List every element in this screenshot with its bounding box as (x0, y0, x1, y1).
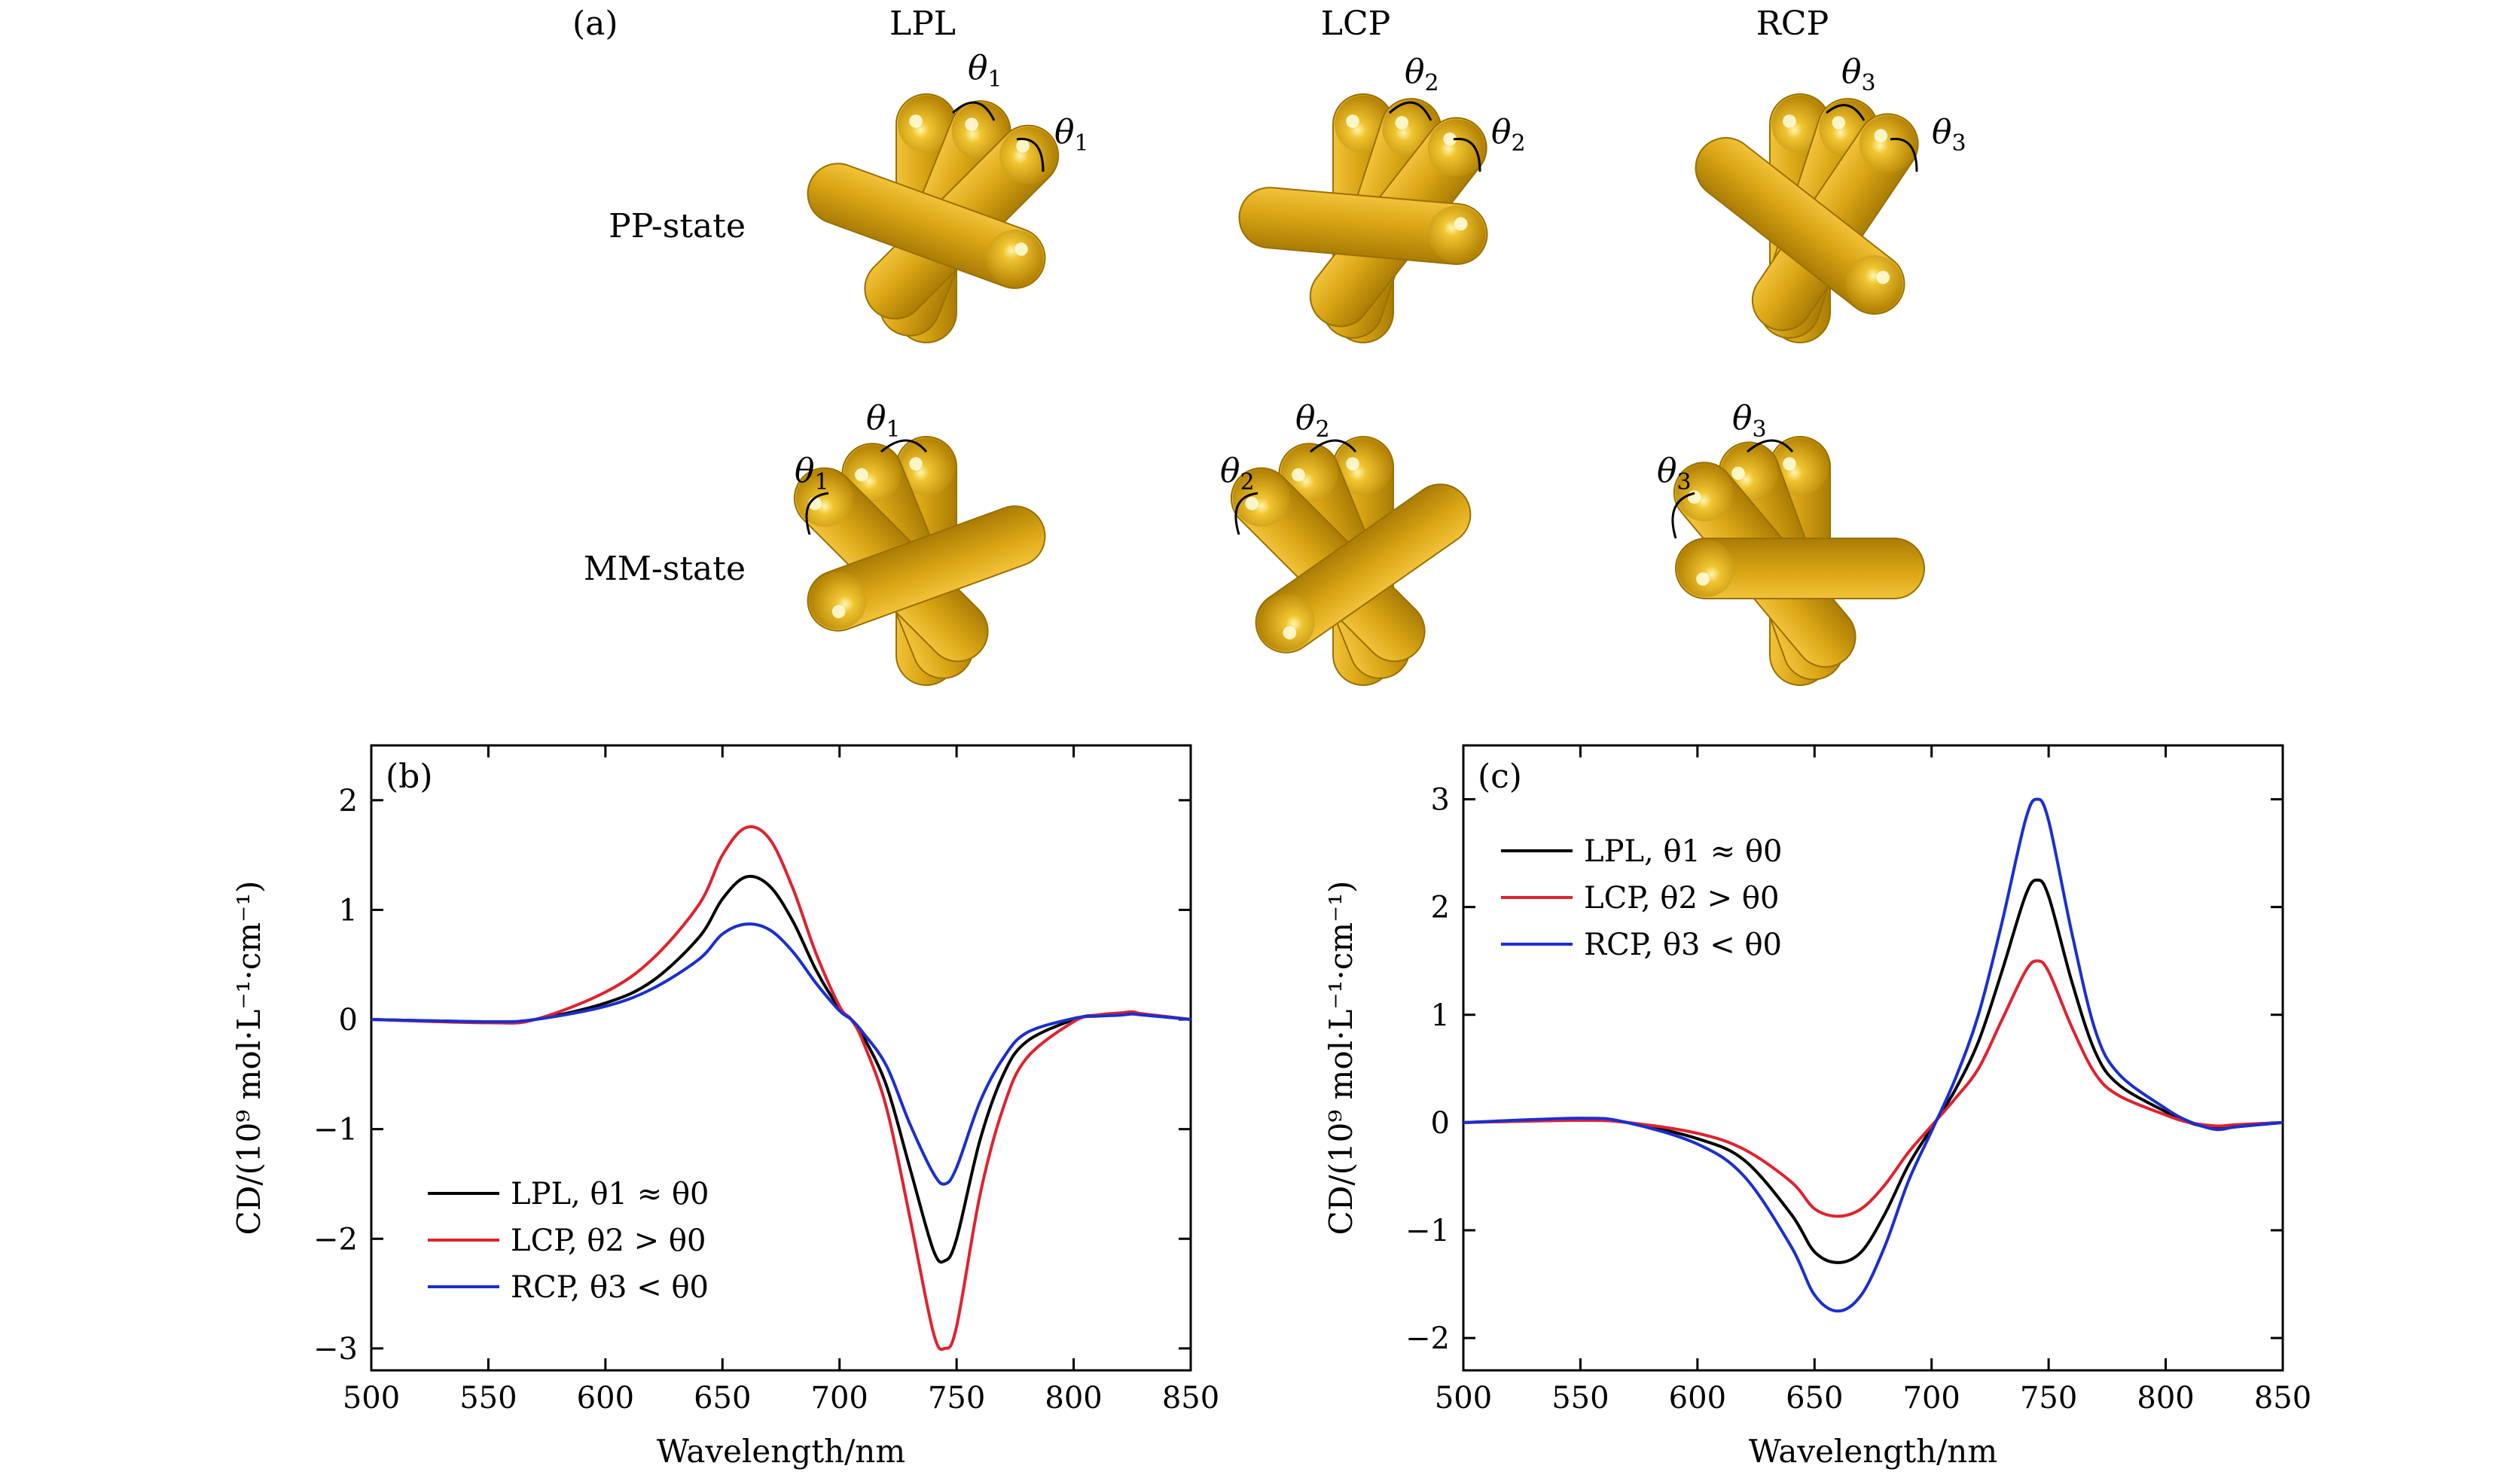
series-line (371, 874, 1191, 1264)
angle-arc (1890, 138, 1918, 172)
nanorod-assembly (1238, 93, 1488, 343)
gold-nanorod (807, 163, 1046, 289)
theta-label: θ1 (866, 399, 901, 443)
x-tick-label: 850 (1162, 1381, 1219, 1416)
theta-label: θ2 (1295, 399, 1330, 443)
angle-arc (1310, 439, 1357, 453)
theta-label: θ3 (1657, 452, 1692, 495)
panel-c-ylabel: CD/(10⁹ mol·L⁻¹·cm⁻¹) (1323, 881, 1359, 1236)
y-tick-label: −3 (313, 1332, 358, 1367)
y-tick-label: 2 (339, 784, 358, 818)
legend-entry: RCP, θ3 < θ0 (1584, 928, 1782, 962)
legend-entry: LPL, θ1 ≈ θ0 (1584, 834, 1782, 869)
x-tick-label: 500 (1435, 1381, 1492, 1416)
x-tick-label: 600 (577, 1381, 634, 1416)
panel-b-xlabel: Wavelength/nm (657, 1433, 905, 1470)
gold-nanorod (807, 505, 1046, 632)
y-tick-label: −2 (1405, 1321, 1450, 1356)
nanorod-assembly (793, 436, 1046, 686)
x-tick-label: 800 (2137, 1381, 2194, 1416)
column-label-lcp: LCP (1321, 5, 1391, 43)
panel-b-label: (b) (386, 757, 433, 796)
panel-b-chart: 500 550 600 650 700 750 800 850 −3 −2 −1 0 1 2 (b) Wa… (230, 744, 1219, 1470)
angle-arc (1453, 138, 1481, 172)
x-tick-label: 700 (1903, 1381, 1960, 1416)
y-tick-label: −2 (313, 1222, 358, 1257)
y-tick-label: −1 (1405, 1214, 1450, 1248)
panel-c-xlabel: Wavelength/nm (1749, 1433, 1997, 1470)
angle-arc (805, 492, 829, 535)
series-line (1463, 878, 2284, 1264)
angle-arc (1016, 138, 1045, 172)
nanorod-assembly (1673, 436, 1925, 686)
gold-nanorod (1695, 137, 1905, 315)
x-tick-label: 650 (1786, 1381, 1843, 1416)
panel-c-chart: 500 550 600 650 700 750 800 850 −2 −1 0 1 2 3 (c) Wav… (1323, 744, 2311, 1470)
x-tick-label: 550 (459, 1381, 517, 1416)
y-tick-label: 0 (339, 1003, 358, 1038)
row-label-mm-state: MM-state (584, 550, 746, 588)
angle-arc (1747, 439, 1794, 453)
legend-entry: RCP, θ3 < θ0 (511, 1270, 709, 1305)
panel-a: (a) LPL LCP RCP PP-state MM-state θ1 θ1 θ2… (572, 5, 1966, 686)
series-line (1463, 797, 2284, 1313)
nanorod-assembly (1695, 93, 1919, 343)
theta-label: θ3 (1932, 113, 1966, 157)
x-tick-label: 500 (343, 1381, 400, 1416)
legend-entry: LCP, θ2 > θ0 (1584, 881, 1779, 916)
angle-arc (880, 439, 928, 453)
legend-entry: LPL, θ1 ≈ θ0 (511, 1177, 709, 1211)
theta-label: θ3 (1841, 53, 1876, 96)
panel-c-frame (1462, 744, 2284, 1372)
theta-label: θ1 (795, 452, 829, 495)
angle-arc (951, 101, 996, 121)
theta-label: θ1 (1054, 113, 1089, 157)
x-tick-label: 600 (1669, 1381, 1726, 1416)
theta-label: θ3 (1732, 399, 1767, 443)
x-tick-label: 700 (811, 1381, 868, 1416)
nanorod-assembly (1230, 436, 1472, 686)
panel-b-frame (370, 744, 1192, 1372)
theta-label: θ2 (1405, 53, 1439, 96)
series-line (371, 922, 1191, 1186)
x-tick-label: 550 (1551, 1381, 1609, 1416)
theta-label: θ1 (968, 49, 1002, 93)
theta-label: θ2 (1220, 452, 1255, 495)
gold-nanorod (1675, 538, 1925, 599)
column-label-lpl: LPL (889, 5, 956, 43)
x-tick-label: 850 (2254, 1381, 2311, 1416)
angle-arc (1671, 492, 1695, 539)
x-tick-label: 750 (2020, 1381, 2077, 1416)
angle-arc (1826, 104, 1866, 121)
x-tick-label: 800 (1045, 1381, 1102, 1416)
column-label-rcp: RCP (1756, 5, 1829, 43)
panel-c-label: (c) (1478, 757, 1522, 796)
theta-label: θ2 (1491, 113, 1526, 157)
y-tick-label: −1 (313, 1113, 358, 1147)
row-label-pp-state: PP-state (609, 207, 746, 245)
panel-a-label: (a) (572, 5, 618, 43)
y-tick-label: 0 (1431, 1106, 1450, 1141)
gold-nanorod (1255, 483, 1472, 654)
series-line (1463, 959, 2284, 1218)
gold-nanorod (1238, 187, 1488, 265)
legend-entry: LCP, θ2 > θ0 (511, 1224, 706, 1258)
angle-arc (1234, 492, 1258, 535)
series-line (371, 825, 1191, 1352)
nanorod-assembly (807, 93, 1060, 343)
y-tick-label: 1 (339, 893, 358, 928)
y-tick-label: 2 (1431, 891, 1450, 925)
panel-b-ylabel: CD/(10⁹ mol·L⁻¹·cm⁻¹) (230, 881, 267, 1236)
x-tick-label: 650 (694, 1381, 751, 1416)
angle-arc (1388, 101, 1432, 121)
x-tick-label: 750 (928, 1381, 985, 1416)
y-tick-label: 1 (1431, 998, 1450, 1033)
y-tick-label: 3 (1431, 783, 1450, 818)
